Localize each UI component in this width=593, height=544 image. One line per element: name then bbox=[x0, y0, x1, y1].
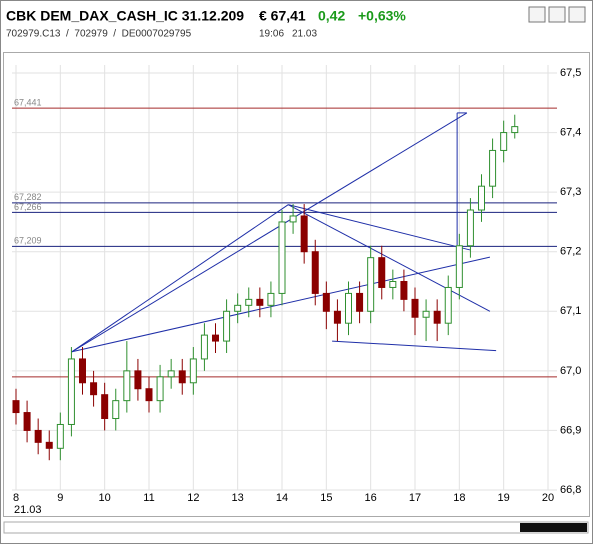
scroll-thumb[interactable] bbox=[520, 523, 587, 532]
time: 19:06 bbox=[259, 29, 284, 40]
candle-body bbox=[90, 382, 98, 396]
candle-body bbox=[123, 370, 131, 402]
candle-body bbox=[112, 400, 120, 420]
date: 21.03 bbox=[292, 29, 317, 40]
candle-body bbox=[433, 310, 441, 324]
candle-body bbox=[145, 388, 153, 402]
x-tick-label: 16 bbox=[365, 492, 377, 504]
y-tick-label: 66,8 bbox=[560, 484, 581, 496]
candle-body bbox=[67, 358, 75, 425]
y-tick-label: 66,9 bbox=[560, 424, 581, 436]
candle-body bbox=[23, 412, 31, 431]
candle-body bbox=[34, 429, 42, 443]
candle-body bbox=[500, 132, 508, 151]
level-label: 67,282 bbox=[14, 192, 42, 202]
candle-body bbox=[234, 304, 242, 312]
candle-body bbox=[511, 126, 519, 134]
candle-body bbox=[245, 298, 253, 306]
news-icon[interactable] bbox=[548, 6, 566, 23]
candle-body bbox=[212, 334, 219, 342]
level-label: 67,266 bbox=[14, 202, 42, 212]
candle-body bbox=[455, 245, 463, 288]
candle-body bbox=[411, 298, 419, 318]
candle-body bbox=[367, 257, 375, 312]
candle-body bbox=[378, 257, 386, 288]
candle-body bbox=[345, 292, 352, 324]
x-tick-label: 15 bbox=[320, 492, 332, 504]
candle-body bbox=[478, 185, 485, 211]
chart-icon[interactable] bbox=[528, 6, 546, 23]
x-tick-label: 10 bbox=[99, 492, 111, 504]
level-label: 67,209 bbox=[14, 236, 42, 246]
candle-body bbox=[400, 281, 408, 300]
symbol: CBK DEM_DAX_CASH_IC 31.12.209 bbox=[6, 8, 244, 24]
x-tick-label: 8 bbox=[13, 492, 19, 504]
candle-body bbox=[156, 376, 164, 402]
candle-body bbox=[12, 400, 20, 414]
candle-body bbox=[422, 310, 430, 318]
x-tick-label: 18 bbox=[453, 492, 465, 504]
candle-body bbox=[356, 292, 364, 312]
candle-body bbox=[322, 292, 330, 312]
candle-body bbox=[289, 215, 297, 223]
candle-body bbox=[167, 370, 175, 378]
candle-body bbox=[300, 215, 308, 253]
candle-body bbox=[134, 370, 142, 390]
candle-body bbox=[466, 209, 474, 247]
trendline bbox=[71, 112, 468, 353]
trendline bbox=[332, 340, 497, 352]
x-tick-label: 20 bbox=[542, 492, 554, 504]
trendline bbox=[288, 204, 471, 251]
trendline bbox=[71, 256, 491, 353]
candle-body bbox=[79, 358, 86, 384]
x-tick-label: 13 bbox=[232, 492, 244, 504]
candle-body bbox=[389, 281, 397, 288]
y-tick-label: 67,1 bbox=[560, 305, 581, 317]
ids: 702979.C13 / 702979 / DE0007029795 bbox=[6, 29, 192, 40]
candle-body bbox=[45, 441, 53, 449]
price: € 67,41 bbox=[259, 8, 306, 24]
candle-body bbox=[200, 334, 208, 360]
x-tick-label: 14 bbox=[276, 492, 288, 504]
candle-body bbox=[56, 423, 64, 449]
candle-body bbox=[444, 286, 452, 324]
candle-body bbox=[267, 292, 275, 306]
trendline bbox=[71, 204, 289, 353]
x-tick-label: 17 bbox=[409, 492, 421, 504]
x-tick-label: 19 bbox=[498, 492, 510, 504]
trendline bbox=[287, 204, 491, 312]
candle-body bbox=[223, 310, 231, 342]
candle-body bbox=[489, 149, 497, 187]
table-icon[interactable] bbox=[568, 6, 586, 23]
change-pct: +0,63% bbox=[358, 8, 406, 24]
x-tick-label: 9 bbox=[57, 492, 63, 504]
x-tick-label: 12 bbox=[187, 492, 199, 504]
y-tick-label: 67,3 bbox=[560, 186, 581, 198]
x-tick-label: 11 bbox=[143, 492, 154, 504]
candle-body bbox=[178, 370, 186, 384]
candle-body bbox=[333, 310, 341, 324]
change: 0,42 bbox=[318, 8, 345, 24]
y-tick-label: 67,5 bbox=[560, 67, 581, 79]
candle-body bbox=[256, 298, 264, 306]
candle-body bbox=[101, 394, 109, 420]
y-tick-label: 67,2 bbox=[560, 246, 581, 258]
candle-body bbox=[311, 251, 319, 294]
chart-frame bbox=[3, 52, 590, 517]
level-label: 67,441 bbox=[14, 98, 42, 108]
y-tick-label: 67,4 bbox=[560, 126, 581, 138]
scrollbar[interactable] bbox=[3, 521, 589, 534]
candle-body bbox=[189, 358, 197, 384]
candle-body bbox=[278, 221, 286, 294]
date-label: 21.03 bbox=[14, 504, 42, 516]
y-tick-label: 67,0 bbox=[560, 365, 581, 377]
